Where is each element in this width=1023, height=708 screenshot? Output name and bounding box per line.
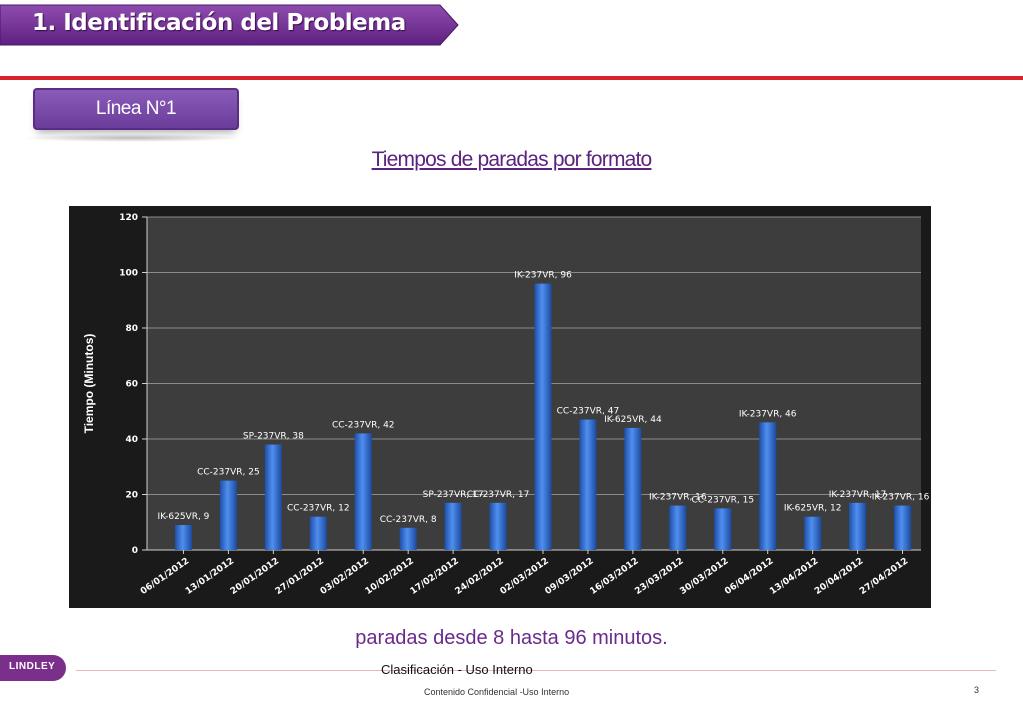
- page-number: 3: [974, 685, 980, 695]
- bar: [534, 283, 552, 550]
- y-tick-label: 0: [132, 546, 138, 556]
- bar: [804, 516, 822, 550]
- data-label: IK-237VR, 16: [872, 493, 930, 503]
- data-label: CC-237VR, 47: [557, 407, 620, 417]
- y-tick-label: 40: [125, 435, 138, 445]
- x-tick-label: 27/01/2012: [274, 556, 326, 597]
- badge-shadow: [22, 134, 242, 142]
- data-label: SP-237VR, 38: [243, 432, 304, 442]
- x-tick-label: 03/02/2012: [319, 556, 371, 597]
- data-label: IK-237VR, 16: [649, 493, 707, 503]
- x-tick-label: 24/02/2012: [454, 556, 506, 597]
- bar: [759, 422, 777, 550]
- bar: [624, 427, 642, 550]
- x-tick-label: 06/04/2012: [723, 556, 775, 597]
- bar: [714, 508, 732, 550]
- x-tick-label: 13/04/2012: [768, 556, 820, 597]
- section-header-tab: 1. Identificación del Problema: [0, 4, 460, 46]
- data-label: CC-237VR, 17: [467, 490, 530, 500]
- data-label: CC-237VR, 15: [691, 495, 754, 505]
- x-tick-label: 20/04/2012: [813, 556, 865, 597]
- data-label: IK-237VR, 17: [829, 490, 887, 500]
- bar: [309, 516, 327, 550]
- x-tick-label: 17/02/2012: [409, 556, 461, 597]
- x-tick-label: 10/02/2012: [364, 556, 416, 597]
- data-label: IK-625VR, 12: [784, 504, 842, 514]
- bar: [894, 505, 912, 550]
- header-divider: [0, 76, 1023, 80]
- data-label: CC-237VR, 25: [197, 468, 260, 478]
- y-tick-label: 20: [125, 491, 138, 501]
- bar: [579, 419, 597, 550]
- bar: [399, 527, 417, 550]
- x-tick-label: 06/01/2012: [139, 556, 191, 597]
- x-tick-label: 09/03/2012: [544, 556, 596, 597]
- bar-chart: 0 20 40 60 80 100 120 Tiempo (Minutos) IK-625VR,…: [69, 206, 931, 608]
- footer-divider: [76, 670, 996, 671]
- y-tick-label: 60: [125, 380, 138, 390]
- y-axis-label: Tiempo (Minutos): [82, 334, 96, 434]
- x-tick-label: 16/03/2012: [588, 556, 640, 597]
- y-tick-label: 80: [125, 324, 138, 334]
- x-tick-label: 20/01/2012: [229, 556, 281, 597]
- x-tick-label: 30/03/2012: [678, 556, 730, 597]
- line-badge: Línea N°1: [33, 88, 239, 130]
- x-tick-label: 13/01/2012: [184, 556, 236, 597]
- classification-label: Clasificación - Uso Interno: [381, 662, 533, 677]
- x-tick-label: 23/03/2012: [633, 556, 685, 597]
- x-tick-label: 27/04/2012: [858, 556, 910, 597]
- summary-text: paradas desde 8 hasta 96 minutos.: [355, 627, 668, 649]
- bar: [174, 525, 192, 550]
- bar: [444, 502, 462, 550]
- confidential-label: Contenido Confidencial -Uso Interno: [424, 687, 570, 697]
- data-label: SP-237VR, 17: [423, 490, 484, 500]
- data-label: IK-625VR, 44: [604, 415, 662, 425]
- section-title: 1. Identificación del Problema: [32, 10, 406, 36]
- y-tick-label: 100: [119, 269, 138, 279]
- data-label: IK-625VR, 9: [158, 512, 210, 522]
- bar: [354, 433, 372, 550]
- x-tick-label: 02/03/2012: [499, 556, 551, 597]
- data-label: CC-237VR, 12: [287, 504, 350, 514]
- logo-text: LINDLEY: [9, 661, 56, 672]
- header-arrow-shape: [0, 4, 459, 46]
- data-label: CC-237VR, 42: [332, 420, 395, 430]
- bar: [669, 505, 687, 550]
- bar: [489, 502, 507, 550]
- bar: [219, 480, 237, 550]
- chart-title: Tiempos de paradas por formato: [371, 148, 653, 171]
- line-badge-label: Línea N°1: [95, 98, 177, 119]
- data-label: CC-237VR, 8: [380, 515, 437, 525]
- data-label: IK-237VR, 96: [514, 271, 572, 281]
- bar: [264, 444, 282, 550]
- y-tick-label: 120: [119, 213, 138, 223]
- data-label: IK-237VR, 46: [739, 409, 797, 419]
- lindley-logo: LINDLEY: [0, 655, 66, 681]
- bar-chart-svg: 0 20 40 60 80 100 120 Tiempo (Minutos) IK-625VR,…: [82, 213, 930, 597]
- bar: [849, 502, 867, 550]
